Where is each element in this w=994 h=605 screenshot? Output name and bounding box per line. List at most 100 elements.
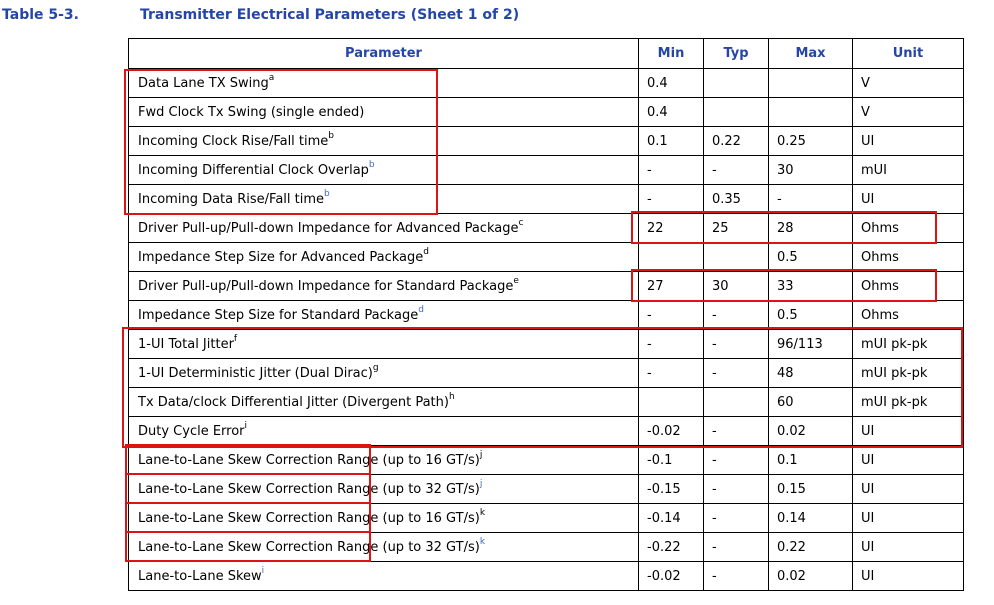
max-cell: 0.1 [768, 445, 853, 475]
table-row: Duty Cycle Errori -0.02-0.02 UI [128, 416, 964, 446]
footnote-ref: g [372, 363, 379, 374]
parameter-text: Lane-to-Lane Skew Correction Range (up t… [138, 510, 480, 526]
unit-cell: UI [852, 532, 964, 562]
table-row: Impedance Step Size for Standard Package… [128, 300, 964, 330]
unit-cell: Ohms [852, 242, 964, 272]
table-row: Lane-to-Lane Skewi -0.02-0.02 UI [128, 561, 964, 591]
table-row: Incoming Clock Rise/Fall timeb 0.1 0.22 0.2… [128, 126, 964, 156]
parameter-cell: Incoming Data Rise/Fall timeb [128, 184, 639, 214]
parameter-cell: Lane-to-Lane Skew Correction Range (up t… [128, 503, 639, 533]
min-cell [638, 242, 704, 272]
table-row: Tx Data/clock Differential Jitter (Diver… [128, 387, 964, 417]
parameter-cell: 1-UI Deterministic Jitter (Dual Dirac)g [128, 358, 639, 388]
min-cell: -0.14 [638, 503, 704, 533]
typ-cell: 0.22 [703, 126, 769, 156]
typ-cell: 0.35 [703, 184, 769, 214]
min-cell: 0.4 [638, 97, 704, 127]
parameter-cell: Driver Pull-up/Pull-down Impedance for A… [128, 213, 639, 243]
typ-cell: - [703, 300, 769, 330]
parameter-cell: Driver Pull-up/Pull-down Impedance for S… [128, 271, 639, 301]
parameter-text: Driver Pull-up/Pull-down Impedance for S… [138, 278, 514, 294]
min-cell: 0.1 [638, 126, 704, 156]
footnote-ref[interactable]: j [479, 479, 483, 490]
table-row: Lane-to-Lane Skew Correction Range (up t… [128, 445, 964, 475]
table-row: Lane-to-Lane Skew Correction Range (up t… [128, 474, 964, 504]
typ-cell: - [703, 474, 769, 504]
table-title: Table 5-3. Transmitter Electrical Paramet… [2, 7, 519, 23]
unit-cell: mUI pk-pk [852, 358, 964, 388]
unit-cell: mUI pk-pk [852, 329, 964, 359]
parameter-cell: Fwd Clock Tx Swing (single ended) [128, 97, 639, 127]
unit-cell: Ohms [852, 213, 964, 243]
unit-cell: UI [852, 416, 964, 446]
parameter-text: Impedance Step Size for Advanced Package [138, 249, 424, 265]
max-cell: 60 [768, 387, 853, 417]
parameter-text: Incoming Clock Rise/Fall time [138, 133, 329, 149]
max-cell: 33 [768, 271, 853, 301]
table-row: 1-UI Deterministic Jitter (Dual Dirac)g -… [128, 358, 964, 388]
typ-cell [703, 242, 769, 272]
unit-cell: V [852, 68, 964, 98]
parameter-text: Tx Data/clock Differential Jitter (Diver… [138, 394, 449, 410]
footnote-ref: d [423, 247, 429, 258]
table-row: Impedance Step Size for Advanced Package… [128, 242, 964, 272]
footnote-ref: a [268, 73, 275, 84]
typ-cell: 25 [703, 213, 769, 243]
typ-cell [703, 387, 769, 417]
unit-cell: UI [852, 126, 964, 156]
max-cell: 28 [768, 213, 853, 243]
parameter-text: 1-UI Total Jitter [138, 336, 234, 352]
parameter-cell: Duty Cycle Errori [128, 416, 639, 446]
table-row: 1-UI Total Jitterf - -96/113 mUI pk-pk [128, 329, 964, 359]
parameter-text: Lane-to-Lane Skew [138, 568, 262, 584]
typ-cell: 30 [703, 271, 769, 301]
footnote-ref: i [244, 421, 248, 432]
table-number: Table 5-3. [2, 7, 79, 23]
typ-cell: - [703, 503, 769, 533]
min-cell: -0.15 [638, 474, 704, 504]
header-row: Parameter Min Typ Max Unit [128, 38, 964, 69]
parameter-cell: Lane-to-Lane Skew Correction Range (up t… [128, 532, 639, 562]
footnote-ref: k [479, 508, 486, 519]
footnote-ref: j [479, 450, 483, 461]
typ-cell: - [703, 329, 769, 359]
table-row: Driver Pull-up/Pull-down Impedance for A… [128, 213, 964, 243]
footnote-ref[interactable]: i [261, 566, 265, 577]
max-cell: 0.02 [768, 561, 853, 591]
table-row: Incoming Differential Clock Overlapb - -30… [128, 155, 964, 185]
footnote-ref: h [448, 392, 455, 403]
table-row: Lane-to-Lane Skew Correction Range (up t… [128, 532, 964, 562]
typ-cell: - [703, 358, 769, 388]
footnote-ref[interactable]: b [368, 160, 375, 171]
min-cell: -0.02 [638, 416, 704, 446]
parameter-cell: Lane-to-Lane Skew Correction Range (up t… [128, 445, 639, 475]
unit-cell: V [852, 97, 964, 127]
max-cell: 30 [768, 155, 853, 185]
max-cell: - [768, 184, 853, 214]
parameter-cell: Data Lane TX Swinga [128, 68, 639, 98]
min-cell: - [638, 329, 704, 359]
parameters-table: Parameter Min Typ Max Unit Data Lane TX … [128, 38, 964, 591]
min-cell: -0.1 [638, 445, 704, 475]
col-header-parameter: Parameter [128, 38, 639, 69]
parameter-cell: Impedance Step Size for Advanced Package… [128, 242, 639, 272]
unit-cell: UI [852, 445, 964, 475]
typ-cell [703, 97, 769, 127]
max-cell [768, 68, 853, 98]
min-cell: -0.22 [638, 532, 704, 562]
footnote-ref[interactable]: b [324, 189, 330, 200]
footnote-ref: f [233, 334, 238, 345]
max-cell: 0.5 [768, 300, 853, 330]
table-row: Fwd Clock Tx Swing (single ended) 0.4 V [128, 97, 964, 127]
footnote-ref[interactable]: k [479, 537, 486, 548]
table-row: Lane-to-Lane Skew Correction Range (up t… [128, 503, 964, 533]
typ-cell: - [703, 532, 769, 562]
table-row: Data Lane TX Swinga 0.4 V [128, 68, 964, 98]
parameter-text: Duty Cycle Error [138, 423, 245, 439]
unit-cell: UI [852, 561, 964, 591]
footnote-ref[interactable]: d [418, 305, 424, 316]
typ-cell: - [703, 445, 769, 475]
unit-cell: UI [852, 184, 964, 214]
parameter-cell: Incoming Differential Clock Overlapb [128, 155, 639, 185]
parameter-text: Incoming Differential Clock Overlap [138, 162, 369, 178]
